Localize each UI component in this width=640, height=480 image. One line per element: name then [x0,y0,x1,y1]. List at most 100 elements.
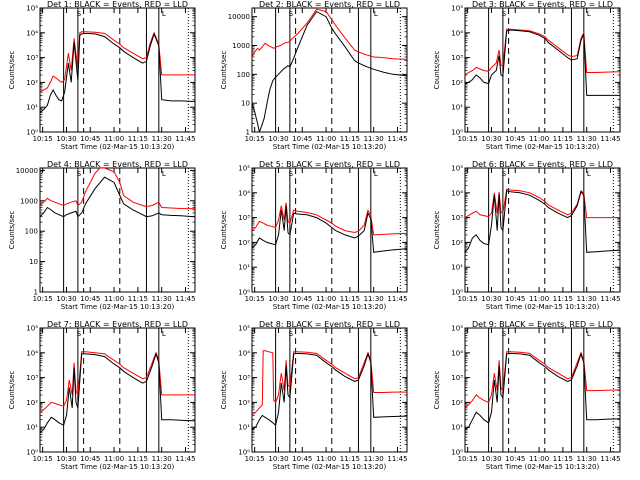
y-tick-label: 10⁵ [238,165,250,173]
y-tick-label: 10⁵ [26,325,38,333]
y-tick-label: 10⁴ [238,189,250,197]
lld-series-line [465,188,620,219]
panel-det-9: Det 9: BLACK = Events, RED = LLD 10⁰ 10¹ 10… [433,320,621,471]
x-tick-label: 10:15 [245,455,265,463]
y-tick-label: 1 [34,289,38,297]
lld-series-line [465,28,620,76]
y-tick-label: 10000 [228,13,250,21]
y-tick-label: 10² [238,239,250,247]
events-series-line [40,352,195,434]
events-series-line [40,176,195,218]
interval-marker: S [77,170,82,178]
x-axis-label: Start Time (02-Mar-15 10:13:20) [486,143,600,151]
plot-frame [251,327,408,453]
y-tick-label: 10⁰ [451,129,463,137]
panel-title: Det 5: BLACK = Events, RED = LLD [259,160,400,169]
y-axis-label: Counts/sec [433,51,441,90]
x-tick-label: 11:15 [128,295,148,303]
x-tick-label: 11:30 [152,135,172,143]
x-tick-label: 11:45 [175,135,195,143]
y-tick-label: 10² [26,399,38,407]
interval-marker: L [374,10,378,18]
y-tick-label: 10¹ [451,104,463,112]
panel-det-6: Det 6: BLACK = Events, RED = LLD 10⁰ 10¹ 10… [433,160,621,311]
y-tick-label: 10³ [451,214,463,222]
x-tick-label: 10:15 [245,135,265,143]
lld-series-line [252,8,407,60]
y-tick-label: 10⁵ [451,165,463,173]
panel-title: Det 2: BLACK = Events, RED = LLD [259,0,400,9]
lld-series-line [40,168,195,210]
x-tick-label: 11:00 [529,135,549,143]
x-tick-label: 10:45 [292,295,312,303]
x-tick-label: 10:30 [481,135,501,143]
y-tick-label: 10⁴ [451,349,463,357]
y-tick-label: 10¹ [451,264,463,272]
panel-title: Det 8: BLACK = Events, RED = LLD [259,320,400,329]
events-series-line [252,10,407,132]
x-tick-label: 10:30 [268,295,288,303]
y-tick-label: 10000 [16,167,38,175]
y-axis-label: Counts/sec [8,51,16,90]
x-tick-label: 11:00 [529,455,549,463]
x-tick-label: 11:45 [175,295,195,303]
y-tick-label: 10⁰ [451,449,463,457]
panel-det-1: Det 1: BLACK = Events, RED = LLD 10⁰ 10¹ 10… [8,0,196,151]
y-tick-label: 10 [241,100,250,108]
plot-frame [251,7,408,133]
y-tick-label: 10³ [451,54,463,62]
events-series-line [40,32,195,114]
y-tick-label: 10⁵ [451,5,463,13]
panel-title: Det 6: BLACK = Events, RED = LLD [472,160,613,169]
y-tick-label: 10⁵ [238,325,250,333]
interval-marker: L [374,330,378,338]
x-tick-label: 11:00 [104,295,124,303]
y-tick-label: 10¹ [26,104,38,112]
panel-title: Det 4: BLACK = Events, RED = LLD [47,160,188,169]
x-tick-label: 10:15 [458,455,478,463]
y-tick-label: 10³ [26,374,38,382]
x-tick-label: 11:45 [600,455,620,463]
events-series-line [465,352,620,431]
y-tick-label: 10⁴ [26,29,38,37]
x-tick-label: 11:30 [577,295,597,303]
y-tick-label: 10⁴ [451,29,463,37]
x-axis-label: Start Time (02-Mar-15 10:13:20) [61,303,175,311]
x-tick-label: 10:30 [56,135,76,143]
x-tick-label: 10:30 [56,295,76,303]
x-tick-label: 10:15 [33,455,53,463]
x-tick-label: 11:15 [340,295,360,303]
x-tick-label: 11:00 [316,135,336,143]
y-tick-label: 10¹ [451,424,463,432]
x-tick-label: 11:00 [316,295,336,303]
y-tick-label: 1000 [232,42,250,50]
y-tick-label: 10³ [451,374,463,382]
panel-det-2: Det 2: BLACK = Events, RED = LLD 1 10 100 10… [220,0,408,151]
y-axis-label: Counts/sec [220,51,228,90]
x-tick-label: 11:15 [340,455,360,463]
y-tick-label: 10² [26,79,38,87]
x-tick-label: 11:30 [152,295,172,303]
x-tick-label: 11:00 [316,455,336,463]
plot-frame [464,7,621,133]
panel-det-8: Det 8: BLACK = Events, RED = LLD 10⁰ 10¹ 10… [220,320,408,471]
y-axis-label: Counts/sec [220,371,228,410]
plot-frame [39,7,196,133]
y-tick-label: 10⁰ [451,289,463,297]
plot-frame [464,167,621,293]
y-tick-label: 10¹ [238,264,250,272]
x-tick-label: 11:15 [340,135,360,143]
events-series-line [465,190,620,253]
x-tick-label: 10:30 [268,455,288,463]
y-tick-label: 10¹ [26,424,38,432]
y-tick-label: 10⁰ [26,129,38,137]
x-tick-label: 11:45 [387,135,407,143]
y-axis-label: Counts/sec [220,211,228,250]
y-tick-label: 10³ [26,54,38,62]
x-tick-label: 11:45 [387,455,407,463]
panel-det-3: Det 3: BLACK = Events, RED = LLD 10⁰ 10¹ 10… [433,0,621,151]
x-tick-label: 10:15 [458,295,478,303]
x-axis-label: Start Time (02-Mar-15 10:13:20) [273,303,387,311]
x-tick-label: 11:15 [553,295,573,303]
interval-marker: L [162,330,166,338]
